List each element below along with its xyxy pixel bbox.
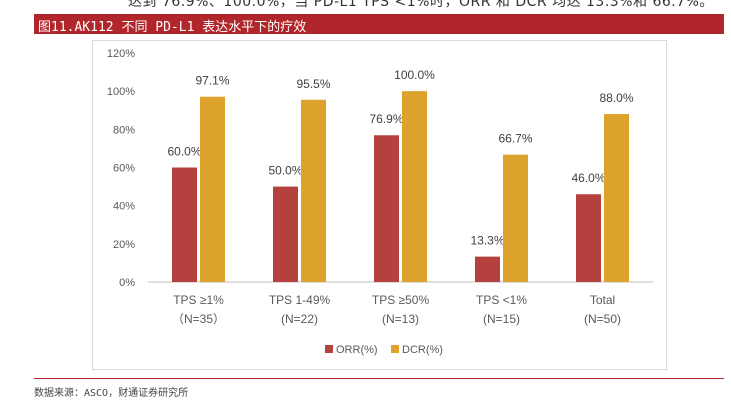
x-tick-sublabel: （N=35）: [172, 312, 225, 326]
bar-dcr: [604, 114, 629, 282]
bar-chart: 0% 20% 40% 60% 80% 100% 120% 60.0% 97.1% TPS ≥1% （…: [107, 48, 653, 356]
bar-orr: [374, 135, 399, 282]
source-note: 数据来源：ASCO，财通证券研究所: [34, 388, 189, 399]
data-label: 13.3%: [470, 234, 504, 248]
y-tick-label: 0%: [119, 277, 135, 289]
header-fragment-text: 达到 76.9%、100.0%，当 PD-L1 TPS <1%时，ORR 和 D…: [128, 0, 714, 10]
data-label: 88.0%: [599, 91, 633, 105]
bar-dcr: [402, 91, 427, 282]
x-tick-sublabel: (N=15): [483, 312, 520, 326]
legend-swatch-dcr: [391, 345, 399, 353]
bar-dcr: [503, 154, 528, 282]
x-tick-sublabel: (N=13): [382, 312, 419, 326]
y-tick-label: 60%: [113, 163, 135, 175]
bar-orr: [273, 186, 298, 282]
data-label: 100.0%: [394, 68, 435, 82]
bar-dcr: [301, 99, 326, 282]
figure-title-bar: 图11.AK112 不同 PD-L1 表达水平下的疗效: [34, 14, 724, 35]
data-label: 97.1%: [195, 74, 229, 88]
chart-frame: 0% 20% 40% 60% 80% 100% 120% 60.0% 97.1% TPS ≥1% （…: [92, 40, 667, 370]
data-label: 66.7%: [498, 132, 532, 146]
data-label: 46.0%: [571, 171, 605, 185]
legend-label: DCR(%): [402, 344, 443, 356]
x-tick-sublabel: (N=22): [281, 312, 318, 326]
bar-dcr: [200, 96, 225, 282]
legend-label: ORR(%): [336, 344, 378, 356]
data-label: 60.0%: [167, 145, 201, 159]
bar-orr: [475, 256, 500, 282]
legend-swatch-orr: [325, 345, 333, 353]
x-tick-label: TPS ≥1%: [173, 293, 224, 307]
bottom-rule: [34, 378, 724, 379]
y-tick-label: 100%: [107, 86, 135, 98]
bar-orr: [576, 194, 601, 282]
x-tick-label: TPS ≥50%: [372, 293, 430, 307]
x-tick-label: TPS 1-49%: [269, 293, 331, 307]
bar-orr: [172, 167, 197, 282]
data-label: 50.0%: [268, 164, 302, 178]
y-tick-label: 80%: [113, 124, 135, 136]
data-label: 76.9%: [369, 112, 403, 126]
x-tick-label: Total: [590, 293, 615, 307]
y-tick-label: 120%: [107, 48, 135, 60]
x-tick-label: TPS <1%: [476, 293, 527, 307]
y-tick-label: 20%: [113, 239, 135, 251]
data-label: 95.5%: [296, 77, 330, 91]
y-tick-label: 40%: [113, 201, 135, 213]
x-tick-sublabel: (N=50): [584, 312, 621, 326]
figure-title: 图11.AK112 不同 PD-L1 表达水平下的疗效: [38, 20, 307, 35]
